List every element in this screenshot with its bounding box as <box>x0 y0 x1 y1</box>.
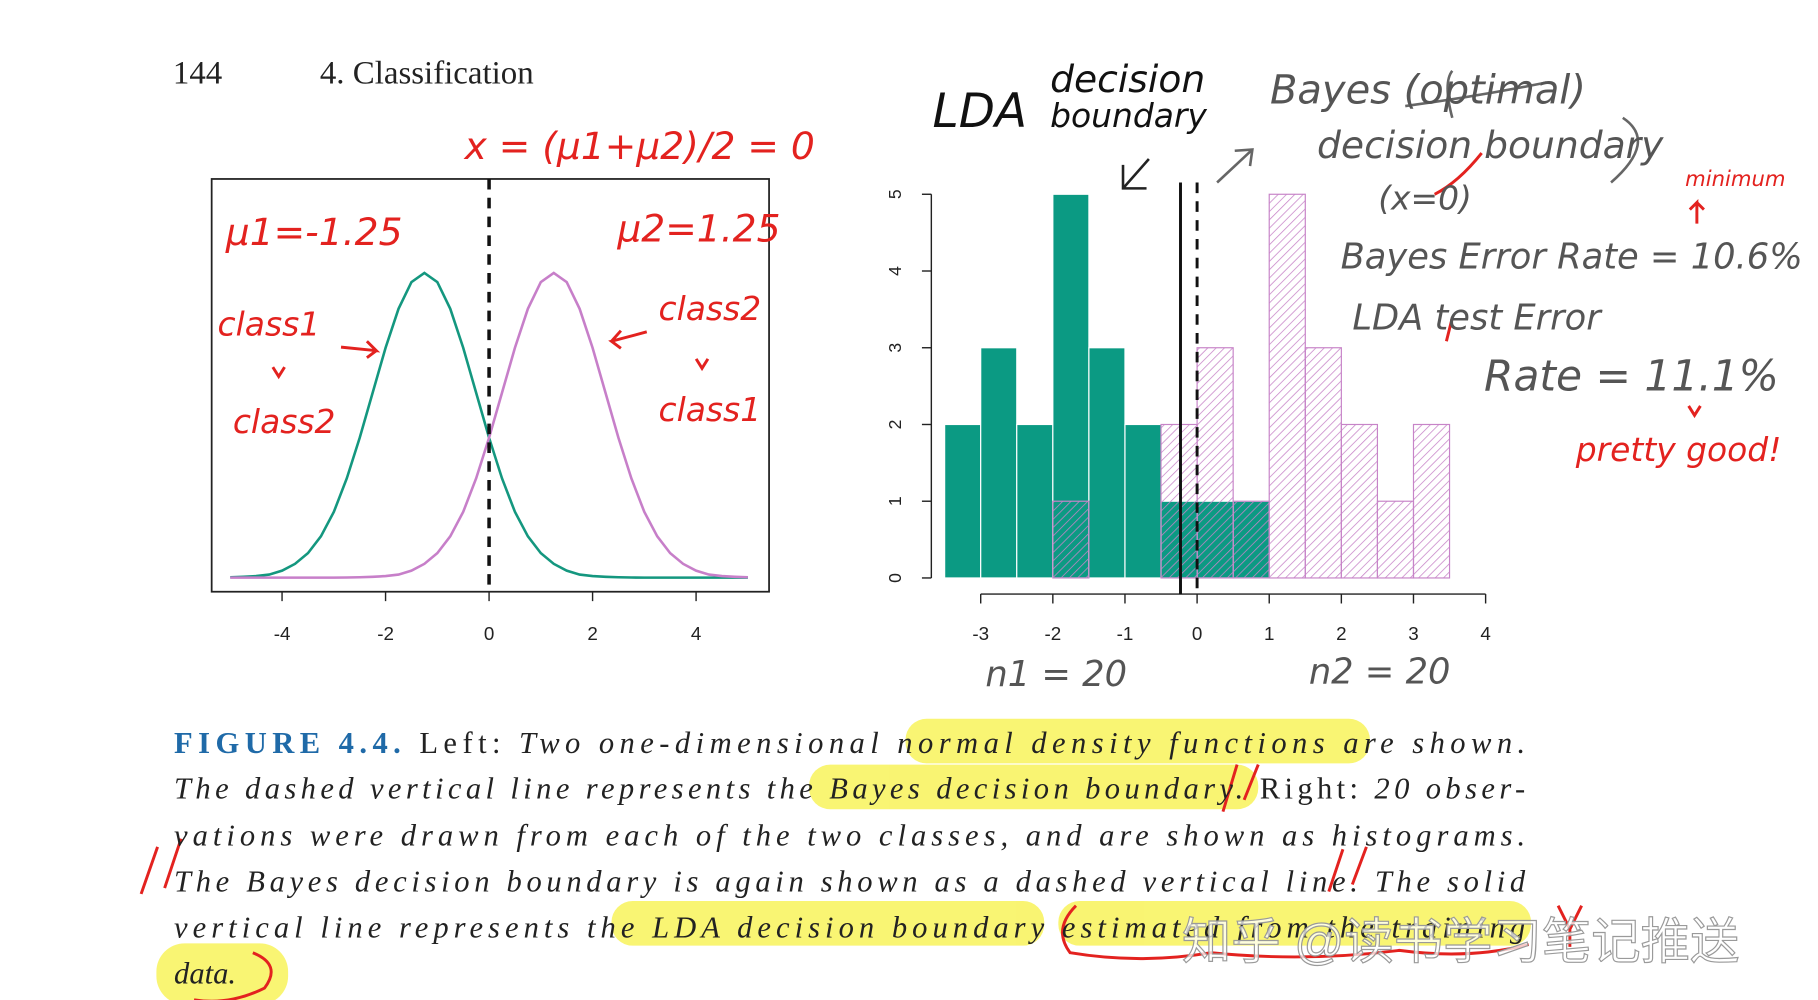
watermark: 知乎 @读书学习笔记推送 <box>1182 915 1740 970</box>
y-tick-label: 2 <box>885 420 905 430</box>
handwritten-note: (x=0) <box>1378 179 1472 218</box>
pen-mark <box>608 329 648 350</box>
y-tick-label: 4 <box>885 266 905 276</box>
handwritten-note: decision boundary <box>1317 123 1664 167</box>
caption-span: vertical line represents the LDA decisio… <box>174 910 1525 944</box>
pen-mark <box>193 951 273 1000</box>
page-number: 144 <box>173 56 222 92</box>
histogram-bar <box>1376 500 1415 579</box>
ink-strokes <box>1121 69 1640 190</box>
handwritten-note: x = (μ1+μ2)/2 = 0 <box>463 124 814 168</box>
histogram-bar <box>1196 347 1234 579</box>
density-line <box>230 271 748 579</box>
pen-mark <box>139 838 183 895</box>
pen-mark <box>1687 405 1702 419</box>
highlight <box>1058 900 1532 946</box>
chapter-title: 4. Classification <box>320 56 534 92</box>
caption-span: vations were drawn from each of the two … <box>174 819 1525 853</box>
x-tick-label: 2 <box>1336 623 1346 644</box>
y-tick-label: 1 <box>885 496 905 506</box>
pen-mark <box>1556 905 1583 947</box>
histogram-bar <box>1304 347 1342 579</box>
handwritten-note: class2 <box>233 402 336 441</box>
handwritten-note: LDA <box>933 84 1028 139</box>
handwritten-note: class1 <box>218 304 321 343</box>
pen-mark <box>271 358 710 380</box>
handwritten-note: class2 <box>659 289 762 328</box>
x-tick-label: 0 <box>1192 623 1202 644</box>
histogram-bar <box>1412 423 1451 579</box>
caption-span: FIGURE 4.4. <box>174 726 401 760</box>
histogram-bar <box>1340 423 1379 579</box>
x-tick-label: -2 <box>1044 623 1061 644</box>
caption-span: Left: <box>406 726 513 760</box>
x-tick-label: -2 <box>377 623 394 644</box>
pen-mark <box>340 340 381 359</box>
handwritten-note: Bayes Error Rate = 10.6% <box>1341 236 1803 277</box>
handwritten-note: n1 = 20 <box>985 654 1127 695</box>
handwritten-note: Bayes (optimal) <box>1270 68 1586 114</box>
pen-strokes <box>139 152 1705 1000</box>
handwritten-note: μ1=-1.25 <box>225 210 403 254</box>
pen-mark <box>1610 116 1640 184</box>
caption-span: The Bayes decision boundary is again sho… <box>174 865 1526 899</box>
handwritten-note: n2 = 20 <box>1309 651 1451 692</box>
histogram-bar <box>1088 347 1126 579</box>
histogram-bar <box>1268 193 1306 579</box>
pen-mark <box>1121 158 1150 190</box>
x-tick-label: 4 <box>691 623 701 644</box>
pen-mark <box>1433 152 1483 342</box>
caption-span: 20 obser- <box>1374 772 1525 806</box>
pen-mark <box>1405 69 1547 119</box>
pen-mark <box>1221 764 1260 813</box>
highlight <box>905 718 1370 764</box>
caption-line: The dashed vertical line represents the … <box>174 772 1525 806</box>
caption-line: The Bayes decision boundary is again sho… <box>174 865 1526 899</box>
caption-line: data. <box>174 956 236 990</box>
histogram-bar <box>1232 500 1270 579</box>
x-tick-label: 4 <box>1480 623 1490 644</box>
histogram-bar <box>1052 500 1090 579</box>
handwritten-note: μ2=1.25 <box>616 206 780 250</box>
highlight <box>809 764 1259 810</box>
histogram-bar <box>944 423 982 579</box>
caption-span: Right: <box>1248 772 1370 806</box>
histogram-bar <box>980 347 1018 579</box>
x-tick-label: -4 <box>274 623 291 644</box>
caption-line: vertical line represents the LDA decisio… <box>174 910 1525 944</box>
x-tick-label: 3 <box>1408 623 1418 644</box>
highlight <box>156 943 289 1000</box>
x-tick-label: 2 <box>587 623 597 644</box>
highlights <box>156 718 1532 1000</box>
caption-line: FIGURE 4.4. Left: Two one-dimensional no… <box>174 726 1525 760</box>
handwritten-note: decision <box>1050 57 1205 101</box>
highlight <box>611 900 1045 946</box>
x-tick-label: -1 <box>1117 623 1134 644</box>
pen-mark <box>1061 904 1530 961</box>
x-tick-label: -3 <box>972 623 989 644</box>
caption-span: data. <box>174 956 236 990</box>
pen-mark <box>1216 148 1254 184</box>
histogram-bar <box>1016 423 1054 579</box>
handwritten-note: minimum <box>1685 166 1785 191</box>
handwritten-note: boundary <box>1050 96 1207 135</box>
caption-line: vations were drawn from each of the two … <box>174 819 1525 853</box>
handwritten-note: pretty good! <box>1575 430 1782 469</box>
y-tick-label: 0 <box>885 573 905 583</box>
y-tick-label: 3 <box>885 343 905 353</box>
caption-span: The dashed vertical line represents the … <box>174 772 1243 806</box>
x-tick-label: 0 <box>484 623 494 644</box>
handwritten-note: Rate = 11.1% <box>1484 352 1779 401</box>
pen-mark <box>1688 198 1705 224</box>
x-tick-label: 1 <box>1264 623 1274 644</box>
handwritten-note: LDA test Error <box>1352 297 1603 338</box>
caption-span: Two one-dimensional normal density funct… <box>519 726 1525 760</box>
y-tick-label: 5 <box>885 189 905 199</box>
pen-mark <box>1327 846 1368 893</box>
handwritten-note: class1 <box>659 390 762 429</box>
histogram-bar <box>1124 423 1162 579</box>
